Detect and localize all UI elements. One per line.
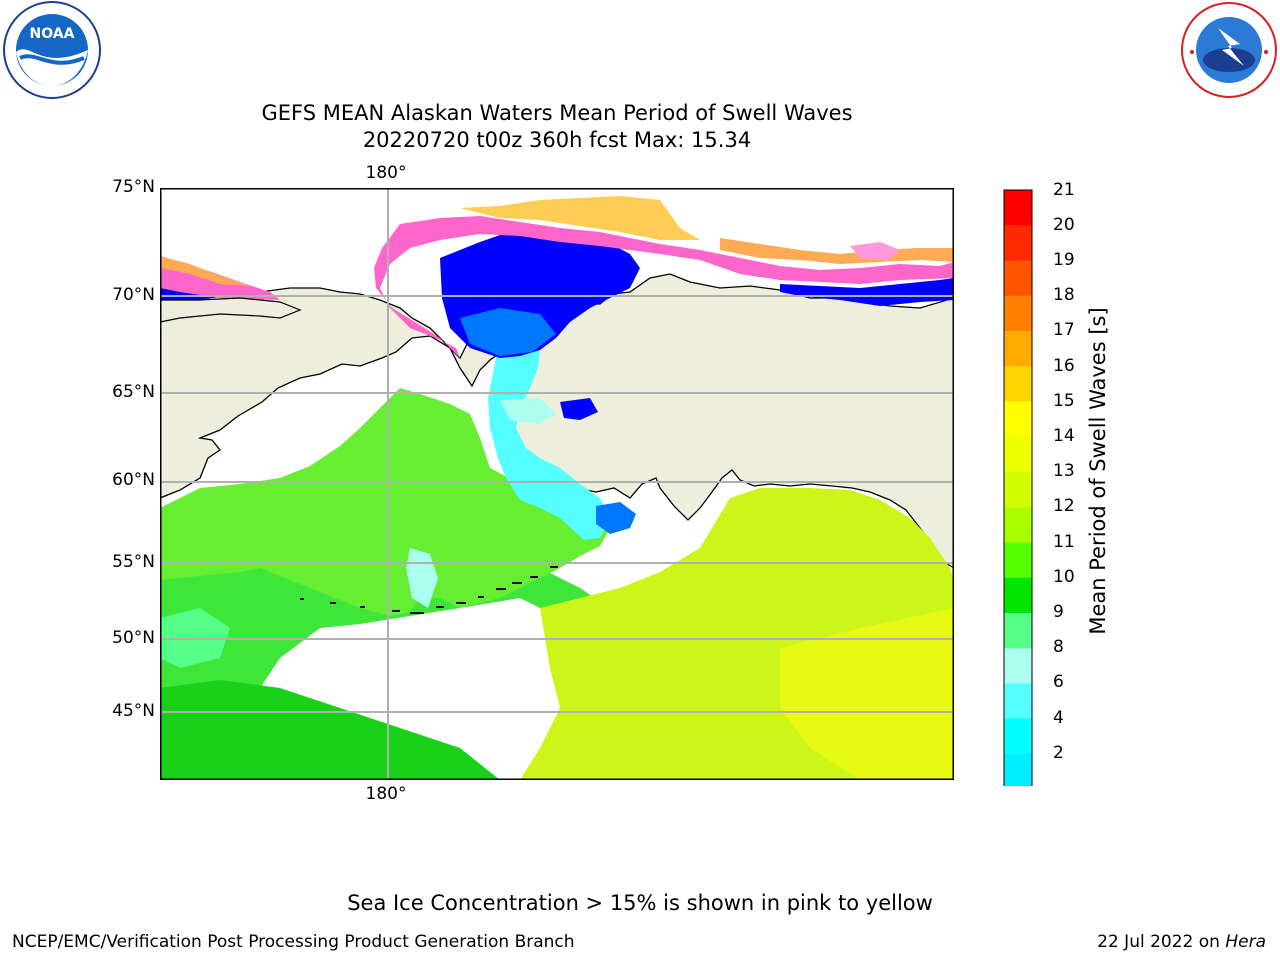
ocean-southeast-pacific — [780, 608, 954, 780]
colorbar — [1003, 189, 1033, 786]
colorbar-segment — [1004, 542, 1032, 579]
colorbar-tick-17: 17 — [1053, 320, 1075, 340]
colorbar-segment — [1004, 295, 1032, 332]
colorbar-segment — [1004, 648, 1032, 684]
ocean-bering-strait — [488, 328, 610, 540]
ice-patch-east — [850, 242, 900, 260]
lat-label-55: 55°N — [112, 552, 155, 572]
colorbar-segment — [1004, 613, 1032, 649]
colorbar-tick-19: 19 — [1053, 250, 1075, 270]
map-gridlines — [160, 188, 954, 780]
ocean-chukchi-mid — [460, 308, 556, 356]
lon-label-top: 180° — [365, 163, 407, 183]
colorbar-segment — [1004, 366, 1032, 402]
footer-date: 22 Jul 2022 on Hera — [1097, 932, 1266, 952]
colorbar-tick-2: 2 — [1053, 743, 1064, 763]
colorbar-tick-16: 16 — [1053, 356, 1075, 376]
colorbar-segment — [1004, 260, 1032, 297]
colorbar-tick-4: 4 — [1053, 708, 1064, 728]
colorbar-segment — [1004, 331, 1032, 367]
colorbar-tick-13: 13 — [1053, 461, 1075, 481]
nws-logo — [1181, 2, 1277, 98]
colorbar-segment — [1004, 754, 1032, 786]
colorbar-segment — [1004, 436, 1032, 473]
footer-credit: NCEP/EMC/Verification Post Processing Pr… — [12, 932, 575, 952]
lat-label-60: 60°N — [112, 470, 155, 490]
colorbar-segment — [1004, 472, 1032, 508]
colorbar-tick-15: 15 — [1053, 391, 1075, 411]
ice-edge-orange-east — [720, 238, 954, 264]
ocean-patch-darkgreen — [160, 680, 500, 780]
map-panel — [160, 188, 954, 780]
ocean-norton-blue — [560, 398, 598, 420]
colorbar-tick-18: 18 — [1053, 285, 1075, 305]
lat-label-75: 75°N — [112, 177, 155, 197]
colorbar-tick-10: 10 — [1053, 567, 1075, 587]
lat-label-70: 70°N — [112, 285, 155, 305]
colorbar-frame — [1003, 189, 1033, 786]
colorbar-tick-8: 8 — [1053, 637, 1064, 657]
colorbar-tick-11: 11 — [1053, 532, 1075, 552]
chukotka-land — [160, 297, 302, 323]
colorbar-tick-14: 14 — [1053, 426, 1075, 446]
ice-edge-west-orange — [160, 256, 250, 286]
ocean-norton-sound — [500, 398, 556, 424]
colorbar-tick-20: 20 — [1053, 215, 1075, 235]
lat-label-50: 50°N — [112, 628, 155, 648]
aleutian-islands — [300, 566, 558, 614]
noaa-logo: NOAA — [3, 1, 101, 99]
noaa-logo-text: NOAA — [30, 26, 75, 42]
colorbar-tick-21: 21 — [1053, 180, 1075, 200]
ice-edge-orange — [460, 196, 700, 240]
footer-host: Hera — [1225, 932, 1266, 952]
sea-ice-note: Sea Ice Concentration > 15% is shown in … — [347, 891, 933, 915]
footer-date-text: 22 Jul 2022 on — [1097, 932, 1226, 952]
lat-label-65: 65°N — [112, 382, 155, 402]
colorbar-segment — [1004, 577, 1032, 614]
ice-edge-pink — [374, 216, 954, 358]
colorbar-segment — [1004, 225, 1032, 261]
chart-subtitle: 20220720 t00z 360h fcst Max: 15.34 — [362, 128, 752, 152]
colorbar-tick-9: 9 — [1053, 602, 1064, 622]
colorbar-segment — [1004, 507, 1032, 543]
colorbar-segment — [1004, 401, 1032, 438]
chart-title: GEFS MEAN Alaskan Waters Mean Period of … — [261, 101, 853, 125]
ocean-beaufort-sea — [780, 278, 954, 306]
lon-label-bottom: 180° — [365, 784, 407, 804]
colorbar-segment — [1004, 683, 1032, 720]
colorbar-tick-6: 6 — [1053, 672, 1064, 692]
ocean-bering-sea — [160, 388, 610, 616]
colorbar-title: Mean Period of Swell Waves [s] — [1086, 307, 1110, 635]
colorbar-tick-12: 12 — [1053, 496, 1075, 516]
ocean-bristol-bay — [596, 502, 636, 534]
colorbar-segment — [1004, 718, 1032, 755]
lat-label-45: 45°N — [112, 701, 155, 721]
colorbar-segment — [1004, 190, 1032, 226]
